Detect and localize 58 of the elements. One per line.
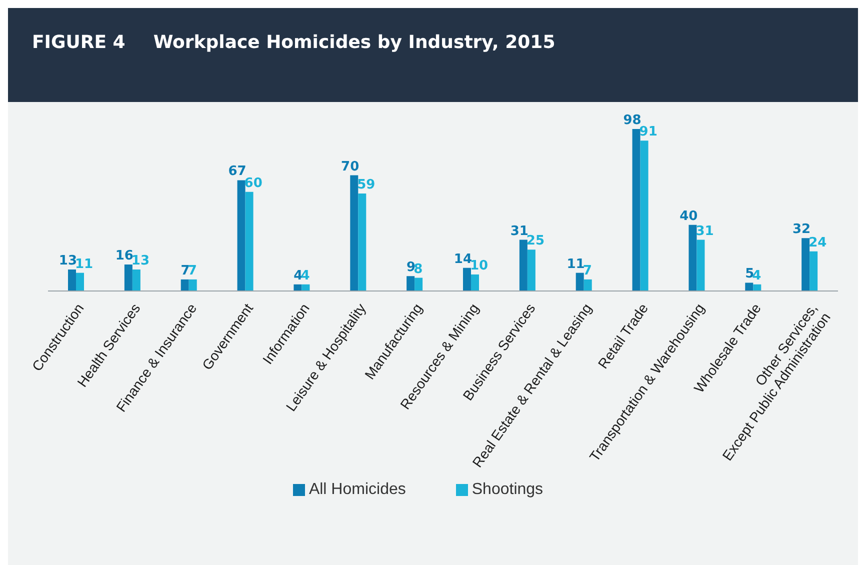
- bar: [76, 272, 84, 291]
- data-label: 10: [470, 258, 488, 274]
- data-label: 16: [115, 248, 134, 264]
- bar: [640, 140, 648, 291]
- bar: [302, 284, 310, 291]
- data-label: 5: [745, 266, 754, 282]
- bar: [406, 276, 415, 291]
- data-label: 59: [357, 177, 376, 192]
- bar: [68, 270, 76, 291]
- bar: [802, 238, 810, 291]
- bar: [696, 240, 705, 291]
- data-label: 4: [294, 268, 303, 284]
- data-label: 4: [752, 268, 762, 284]
- bar: [810, 251, 818, 291]
- bar: [576, 272, 584, 291]
- caption: FIGURE 4: [32, 32, 126, 53]
- chart-title: Workplace Homicides by Industry, 2015: [153, 32, 556, 53]
- bar: [745, 282, 754, 291]
- data-label: 40: [680, 208, 698, 224]
- data-label: 9: [406, 260, 416, 276]
- bar: [584, 279, 592, 291]
- bar: [188, 279, 197, 291]
- bar: [358, 193, 366, 291]
- data-label: 4: [300, 268, 310, 284]
- bar: [245, 192, 254, 291]
- data-label: 31: [510, 224, 528, 239]
- data-label: 70: [341, 159, 360, 174]
- bar: [688, 224, 697, 291]
- data-label: 8: [414, 262, 423, 277]
- bar: [132, 270, 140, 291]
- bar: [463, 268, 471, 291]
- data-label: 14: [454, 252, 472, 267]
- bar: [471, 274, 479, 291]
- data-label: 13: [131, 254, 150, 269]
- bar: [753, 284, 762, 291]
- data-label: 11: [75, 256, 94, 272]
- data-label: 24: [808, 235, 827, 250]
- data-label: 13: [58, 254, 77, 269]
- bar: [632, 129, 640, 291]
- data-label: 7: [582, 263, 592, 278]
- bar: [519, 240, 528, 291]
- bar: [350, 175, 358, 291]
- bar: [294, 284, 302, 291]
- legend-label: All Homicides: [308, 481, 406, 498]
- data-label: 98: [623, 113, 642, 128]
- bar: [237, 180, 246, 291]
- legend-label: Shootings: [472, 481, 544, 498]
- data-label: 11: [566, 256, 585, 272]
- data-label: 7: [180, 263, 190, 278]
- bar: [124, 264, 132, 291]
- bar: [180, 279, 189, 291]
- data-label: 25: [526, 234, 545, 249]
- bar: [414, 278, 423, 291]
- data-label: 67: [228, 164, 246, 180]
- data-label: 7: [188, 263, 197, 278]
- bar: [527, 250, 536, 291]
- data-label: 31: [696, 224, 714, 239]
- data-label: 32: [792, 222, 811, 238]
